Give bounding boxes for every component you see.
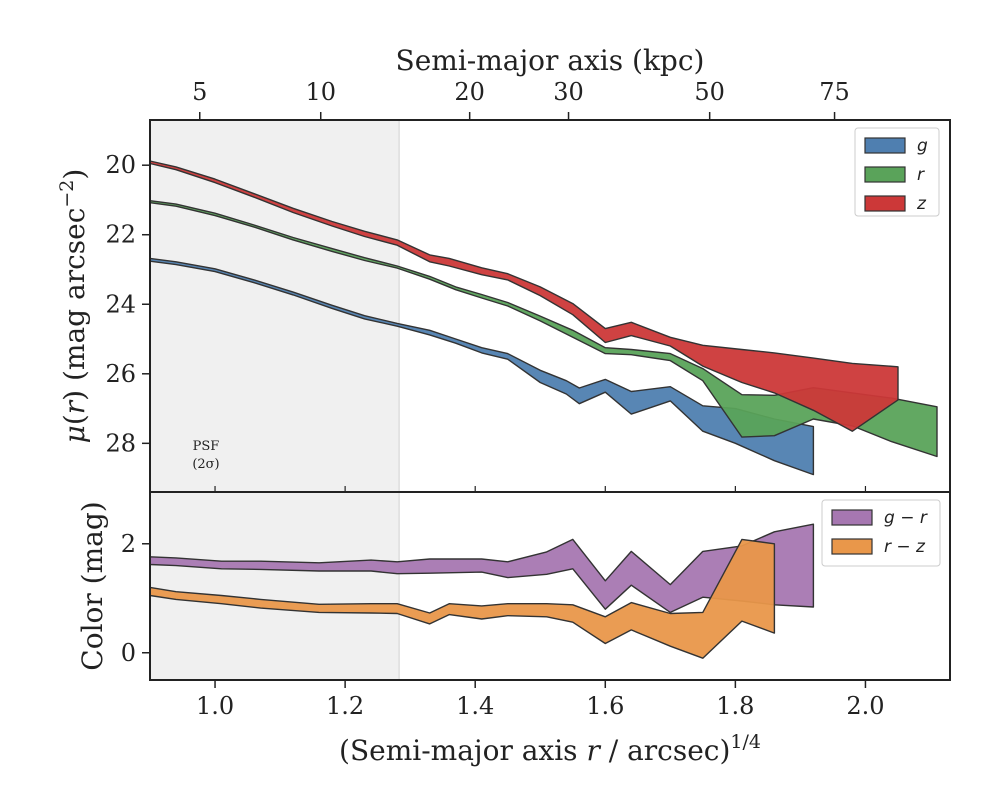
sb-legend-label-1: r	[917, 165, 925, 185]
color-legend-label-1: r − z	[884, 537, 926, 557]
color-ytick-label-1: 2	[121, 530, 136, 558]
sb-ytick-label-1: 22	[105, 221, 136, 249]
sb-legend-label-2: z	[916, 194, 927, 214]
color-xtick-label-4: 1.8	[716, 692, 754, 720]
color-xtick-label-3: 1.6	[586, 692, 624, 720]
y-axis-title-color: Color (mag)	[76, 501, 109, 670]
kpc-tick-label-3: 30	[553, 78, 584, 106]
psf-label-line1: PSF	[193, 439, 220, 454]
sb-legend-swatch-1	[864, 166, 906, 183]
sb-legend-swatch-2	[864, 195, 906, 212]
color-legend-swatch-1	[831, 538, 873, 555]
color-xtick-label-0: 1.0	[196, 692, 234, 720]
y-axis-title-surface-brightness: μ(r) (mag arcsec−2)	[56, 169, 91, 444]
top-axis-title: Semi-major axis (kpc)	[396, 44, 705, 77]
sb-z-band-2	[149, 160, 899, 432]
color-0-band-0	[149, 523, 815, 614]
sb-ytick-label-2: 24	[105, 290, 136, 318]
kpc-tick-label-0: 5	[192, 78, 207, 106]
color-legend-swatch-0	[831, 509, 873, 526]
sb-r-band-1	[149, 200, 938, 458]
color-legend-label-0: g − r	[884, 508, 928, 528]
sb-ytick-label-4: 28	[105, 429, 136, 457]
x-axis-title: (Semi-major axis r / arcsec)1/4	[339, 731, 761, 767]
surface-brightness-panel: 20 22 24 26 28 5 10 20 30 50 75 grz	[105, 78, 951, 493]
sb-legend-label-0: g	[917, 136, 928, 156]
sb-ytick-label-0: 20	[105, 151, 136, 179]
color-ytick-label-0: 0	[121, 639, 136, 667]
color-frame	[149, 491, 951, 681]
kpc-tick-label-1: 10	[305, 78, 336, 106]
sb-g-band-0	[149, 257, 815, 476]
color-1-band-1	[149, 538, 776, 659]
kpc-tick-label-2: 20	[454, 78, 485, 106]
psf-shaded-region-bottom	[150, 492, 400, 680]
color-xtick-label-1: 1.2	[326, 692, 364, 720]
psf-shaded-region-top	[150, 120, 400, 492]
color-panel: 0 2 1.0 1.2 1.4 1.6 1.8 2.0 g − r r − z	[121, 491, 951, 720]
psf-label-line2: (2σ)	[192, 457, 219, 472]
sb-legend-swatch-0	[864, 137, 906, 154]
color-xtick-label-2: 1.4	[456, 692, 494, 720]
kpc-tick-label-4: 50	[694, 78, 725, 106]
color-xtick-label-5: 2.0	[846, 692, 884, 720]
kpc-tick-label-5: 75	[819, 78, 850, 106]
sb-ytick-label-3: 26	[105, 360, 136, 388]
